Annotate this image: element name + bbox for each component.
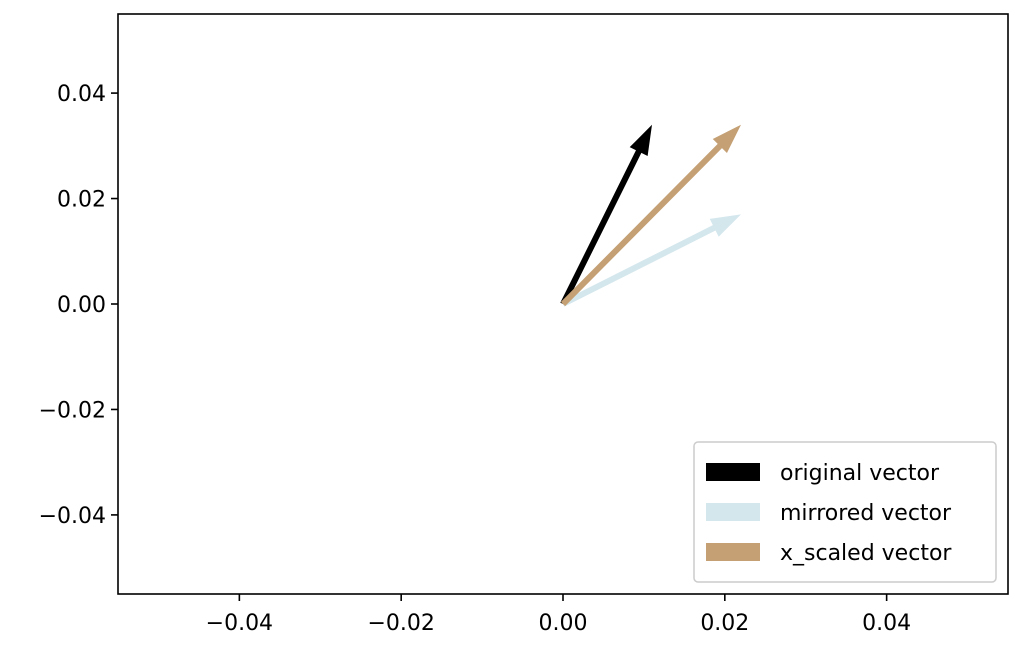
- legend-swatch-original-vector: [706, 463, 760, 481]
- y-tick-label: 0.04: [57, 82, 106, 107]
- arrow-original-vector: [560, 124, 652, 306]
- x-tick-label: −0.04: [206, 611, 273, 636]
- x-tick-label: 0.00: [539, 611, 588, 636]
- y-tick-label: −0.02: [39, 398, 106, 423]
- legend: original vector mirrored vector x_scaled v…: [693, 441, 997, 583]
- y-tick-label: −0.04: [39, 504, 106, 529]
- y-tick-label: 0.00: [57, 293, 106, 318]
- legend-label-mirrored-vector: mirrored vector: [780, 501, 952, 526]
- x-tick-label: 0.02: [700, 611, 749, 636]
- y-axis: −0.04 −0.02 0.00 0.02 0.04: [39, 82, 118, 529]
- x-axis: −0.04 −0.02 0.00 0.02 0.04: [206, 594, 911, 636]
- vectors-layer: [560, 124, 741, 307]
- y-tick-label: 0.02: [57, 188, 106, 213]
- x-tick-label: −0.02: [367, 611, 434, 636]
- legend-swatch-x-scaled-vector: [706, 543, 760, 561]
- arrow-x-scaled-vector: [560, 124, 741, 307]
- legend-label-x-scaled-vector: x_scaled vector: [780, 541, 952, 566]
- x-tick-label: 0.04: [862, 611, 911, 636]
- legend-frame: [693, 441, 997, 583]
- legend-swatch-mirrored-vector: [706, 503, 760, 521]
- arrow-mirrored-vector: [561, 214, 741, 307]
- legend-label-original-vector: original vector: [780, 461, 940, 486]
